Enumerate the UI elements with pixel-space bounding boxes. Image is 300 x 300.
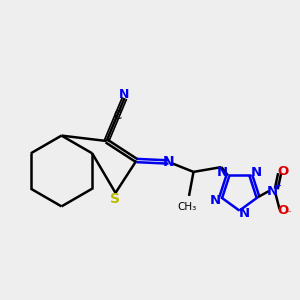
Text: CH₃: CH₃ — [178, 202, 197, 212]
Text: N: N — [251, 167, 262, 179]
Text: N: N — [210, 194, 221, 207]
Text: N: N — [267, 184, 278, 198]
Text: O: O — [277, 165, 288, 178]
Text: N: N — [238, 207, 250, 220]
Text: N: N — [119, 88, 130, 101]
Text: C: C — [113, 109, 121, 122]
Text: N: N — [163, 155, 175, 169]
Text: O: O — [277, 204, 288, 218]
Text: ⁻: ⁻ — [286, 209, 292, 220]
Text: +: + — [273, 181, 281, 191]
Text: S: S — [110, 192, 120, 206]
Text: N: N — [217, 167, 228, 179]
